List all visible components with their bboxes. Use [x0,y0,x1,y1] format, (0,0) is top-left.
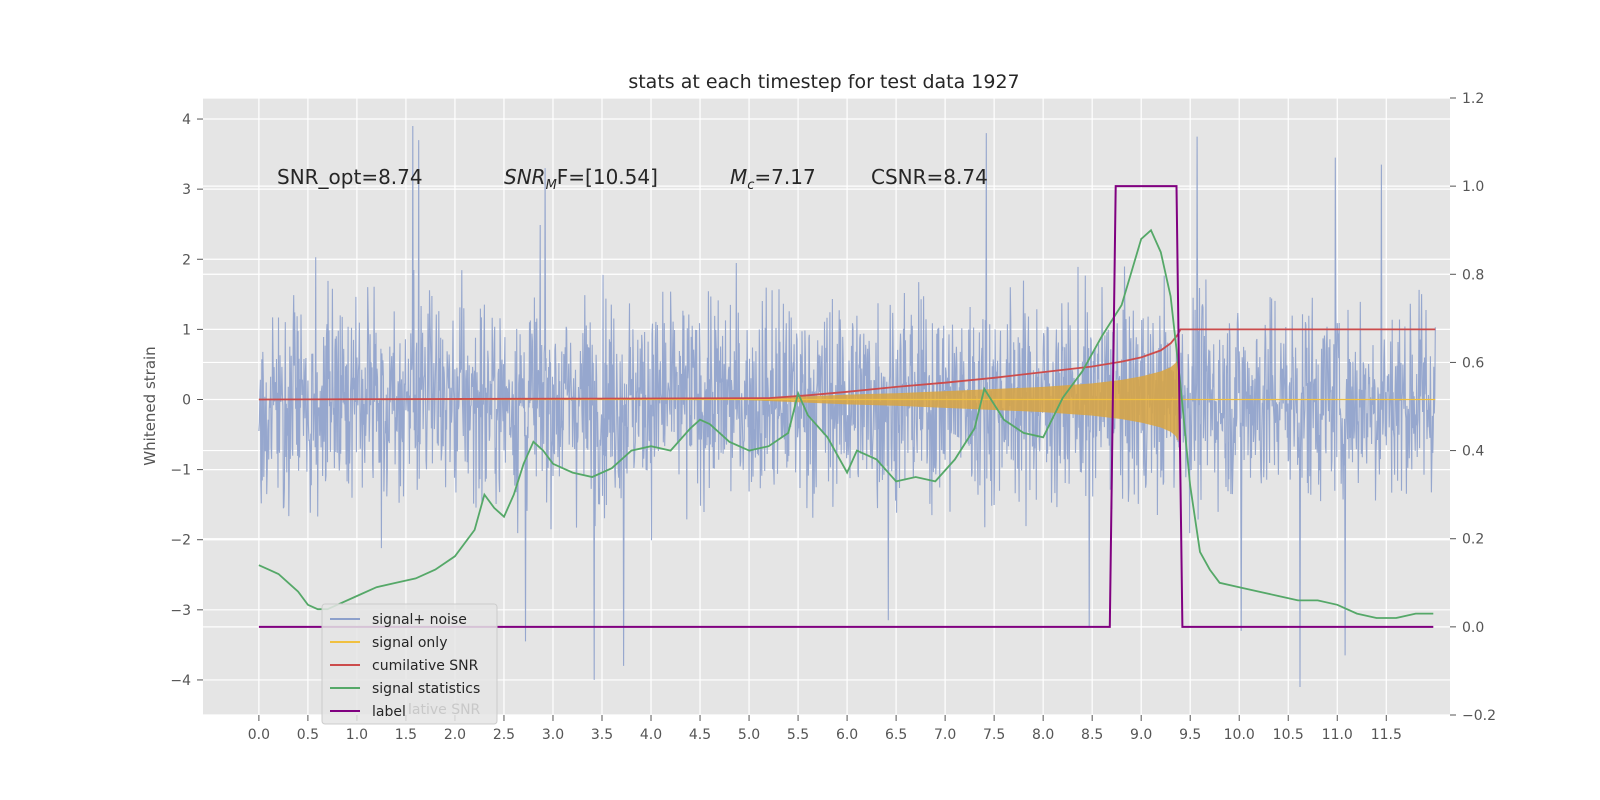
x-tick-label: 5.5 [787,727,809,743]
y-left-tick-label: 2 [182,252,191,268]
legend-label: signal only [372,635,447,651]
legend-label: cumilative SNR [372,658,479,674]
series-cumulative-snr [258,328,1436,401]
x-tick-label: 9.0 [1130,727,1152,743]
x-tick-label: 10.0 [1224,727,1255,743]
x-tick-label: 6.5 [885,727,907,743]
x-tick-label: 6.0 [836,727,858,743]
x-axis: 0.0 0.5 1.0 1.5 2.0 2.5 3.0 3.5 4.0 4.5 5.0 5.5 6.0 6… [248,715,1402,743]
annotation-mc: Mc=7.17 [730,165,816,193]
x-tick-label: 10.5 [1273,727,1304,743]
y-right-tick-label: 0.4 [1462,444,1484,460]
series-signal-statistics [258,228,1434,619]
x-tick-label: 1.0 [346,727,368,743]
annotations: SNR_opt=8.74 SNRMF=[10.54] Mc=7.17 CSNR=… [277,165,988,193]
annotation-snr-mf-rest: F=[10.54] [557,165,658,189]
x-tick-label: 11.5 [1371,727,1402,743]
y-left-tick-label: 3 [182,182,191,198]
y-right-tick-label: 0.2 [1462,532,1484,548]
x-tick-label: 5.0 [738,727,760,743]
y-right-tick-label: 0.6 [1462,355,1484,371]
x-tick-label: 0.0 [248,727,270,743]
x-tick-label: 11.0 [1322,727,1353,743]
series-layer [258,125,1436,688]
y-left-axis-label: Whitened strain [141,346,159,465]
annotation-snr-mf-sub: M [546,178,557,193]
legend-label: signal+ noise [372,612,467,628]
legend-label: signal statistics [372,681,480,697]
y-right-tick-label: 0.0 [1462,620,1484,636]
legend: lative SNR signal+ noise signal only cumil… [321,603,498,725]
annotation-mc-rest: =7.17 [754,165,815,189]
y-right-tick-label: 1.0 [1462,179,1484,195]
y-right-tick-label: 0.8 [1462,267,1484,283]
legend-box [321,603,498,725]
x-tick-label: 9.5 [1179,727,1201,743]
y-left-tick-label: −4 [170,673,191,689]
y-left-tick-label: −3 [170,603,191,619]
y-left-tick-label: −2 [170,533,191,549]
y-right-axis: −0.2 0.0 0.2 0.4 0.6 0.8 1.0 1.2 [1450,91,1496,724]
annotation-mc-sub: c [747,178,754,193]
x-tick-label: 7.0 [934,727,956,743]
annotation-snr-opt: SNR_opt=8.74 [277,165,423,189]
y-left-tick-label: −1 [170,463,191,479]
x-tick-label: 7.5 [983,727,1005,743]
x-tick-label: 0.5 [297,727,319,743]
annotation-csnr: CSNR=8.74 [871,165,988,189]
x-tick-label: 3.5 [591,727,613,743]
y-right-tick-label: 1.2 [1462,91,1484,107]
legend-overflow-text: lative SNR [408,702,481,718]
x-tick-label: 8.5 [1081,727,1103,743]
x-tick-label: 3.0 [542,727,564,743]
chart-title: stats at each timestep for test data 192… [628,71,1019,93]
y-right-tick-label: −0.2 [1462,708,1496,724]
x-tick-label: 2.5 [493,727,515,743]
x-tick-label: 4.5 [689,727,711,743]
x-tick-label: 1.5 [395,727,417,743]
y-left-tick-label: 4 [182,112,191,128]
x-tick-label: 8.0 [1032,727,1054,743]
annotation-mc-base: M [730,165,747,189]
series-signal-noise [258,125,1436,688]
y-left-tick-label: 1 [182,322,191,338]
y-left-axis: −4 −3 −2 −1 0 1 2 3 4 [170,112,203,689]
annotation-snr-mf-base: SNR [504,165,546,189]
annotation-snr-mf: SNRMF=[10.54] [504,165,658,193]
series-label [258,185,1434,628]
legend-label: label [372,704,406,720]
x-tick-label: 4.0 [640,727,662,743]
y-left-tick-label: 0 [182,392,191,408]
x-tick-label: 2.0 [444,727,466,743]
